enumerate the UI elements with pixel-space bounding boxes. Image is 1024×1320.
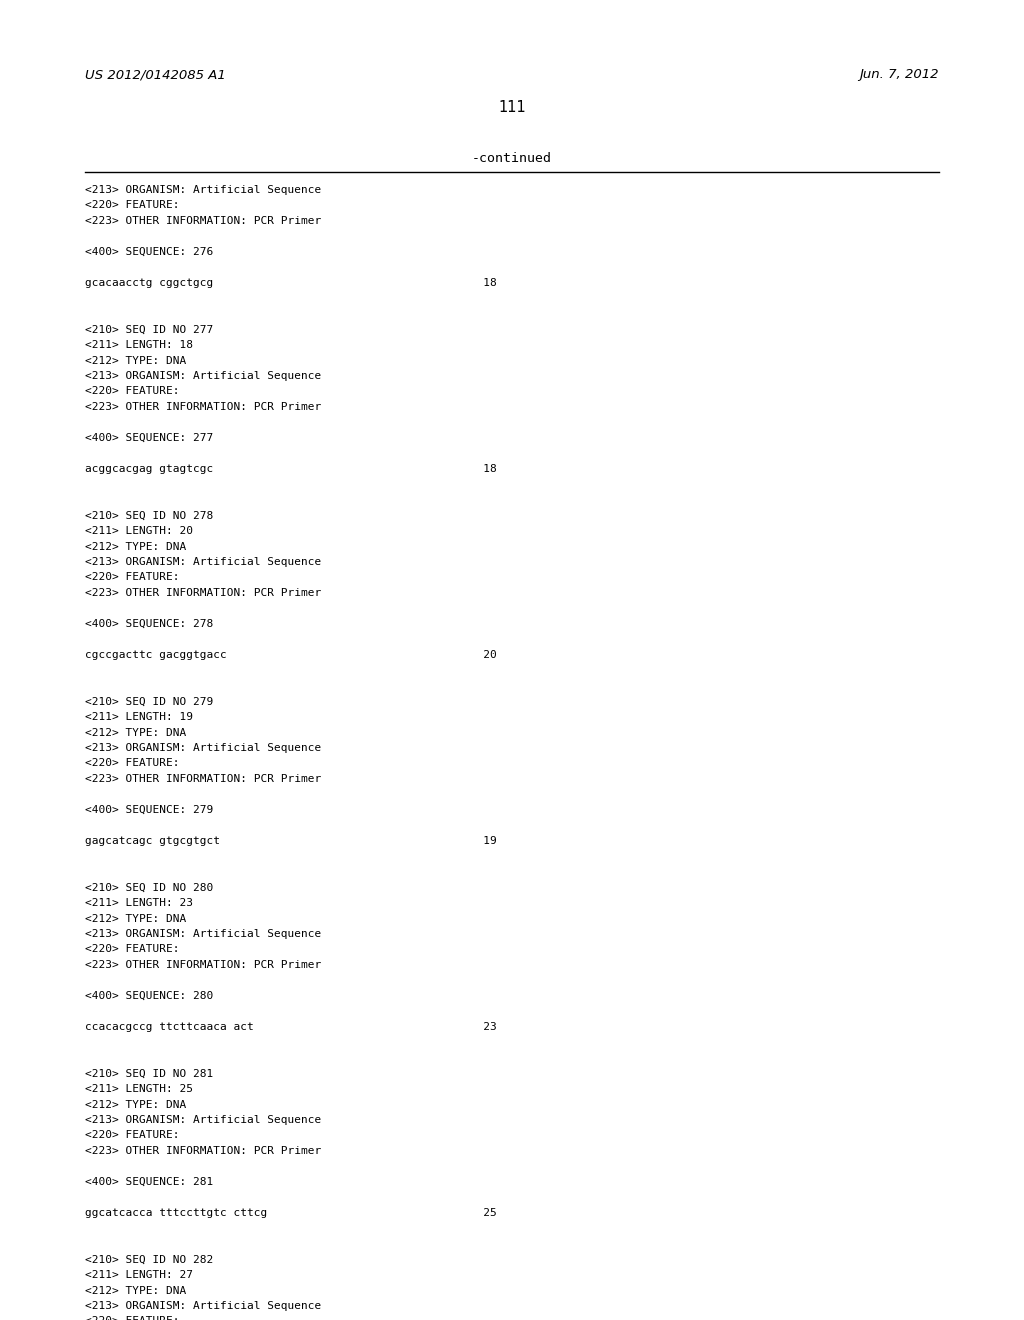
Text: <211> LENGTH: 25: <211> LENGTH: 25 bbox=[85, 1084, 193, 1094]
Text: Jun. 7, 2012: Jun. 7, 2012 bbox=[859, 69, 939, 81]
Text: <211> LENGTH: 18: <211> LENGTH: 18 bbox=[85, 341, 193, 350]
Text: <212> TYPE: DNA: <212> TYPE: DNA bbox=[85, 1286, 186, 1295]
Text: gagcatcagc gtgcgtgct                                       19: gagcatcagc gtgcgtgct 19 bbox=[85, 836, 497, 846]
Text: <211> LENGTH: 19: <211> LENGTH: 19 bbox=[85, 711, 193, 722]
Text: -continued: -continued bbox=[472, 152, 552, 165]
Text: <211> LENGTH: 20: <211> LENGTH: 20 bbox=[85, 525, 193, 536]
Text: <212> TYPE: DNA: <212> TYPE: DNA bbox=[85, 727, 186, 738]
Text: <213> ORGANISM: Artificial Sequence: <213> ORGANISM: Artificial Sequence bbox=[85, 1115, 322, 1125]
Text: <213> ORGANISM: Artificial Sequence: <213> ORGANISM: Artificial Sequence bbox=[85, 371, 322, 381]
Text: <213> ORGANISM: Artificial Sequence: <213> ORGANISM: Artificial Sequence bbox=[85, 557, 322, 568]
Text: <223> OTHER INFORMATION: PCR Primer: <223> OTHER INFORMATION: PCR Primer bbox=[85, 216, 322, 226]
Text: <213> ORGANISM: Artificial Sequence: <213> ORGANISM: Artificial Sequence bbox=[85, 185, 322, 195]
Text: <210> SEQ ID NO 280: <210> SEQ ID NO 280 bbox=[85, 883, 213, 892]
Text: 111: 111 bbox=[498, 100, 526, 115]
Text: ccacacgccg ttcttcaaca act                                  23: ccacacgccg ttcttcaaca act 23 bbox=[85, 1022, 497, 1032]
Text: <223> OTHER INFORMATION: PCR Primer: <223> OTHER INFORMATION: PCR Primer bbox=[85, 1146, 322, 1156]
Text: <213> ORGANISM: Artificial Sequence: <213> ORGANISM: Artificial Sequence bbox=[85, 929, 322, 939]
Text: <211> LENGTH: 27: <211> LENGTH: 27 bbox=[85, 1270, 193, 1280]
Text: <212> TYPE: DNA: <212> TYPE: DNA bbox=[85, 913, 186, 924]
Text: <212> TYPE: DNA: <212> TYPE: DNA bbox=[85, 1100, 186, 1110]
Text: ggcatcacca tttccttgtc cttcg                                25: ggcatcacca tttccttgtc cttcg 25 bbox=[85, 1208, 497, 1218]
Text: <220> FEATURE:: <220> FEATURE: bbox=[85, 759, 179, 768]
Text: <210> SEQ ID NO 279: <210> SEQ ID NO 279 bbox=[85, 697, 213, 706]
Text: <212> TYPE: DNA: <212> TYPE: DNA bbox=[85, 355, 186, 366]
Text: <400> SEQUENCE: 278: <400> SEQUENCE: 278 bbox=[85, 619, 213, 630]
Text: <210> SEQ ID NO 277: <210> SEQ ID NO 277 bbox=[85, 325, 213, 334]
Text: <213> ORGANISM: Artificial Sequence: <213> ORGANISM: Artificial Sequence bbox=[85, 1302, 322, 1311]
Text: cgccgacttc gacggtgacc                                      20: cgccgacttc gacggtgacc 20 bbox=[85, 649, 497, 660]
Text: <223> OTHER INFORMATION: PCR Primer: <223> OTHER INFORMATION: PCR Primer bbox=[85, 774, 322, 784]
Text: acggcacgag gtagtcgc                                        18: acggcacgag gtagtcgc 18 bbox=[85, 465, 497, 474]
Text: <223> OTHER INFORMATION: PCR Primer: <223> OTHER INFORMATION: PCR Primer bbox=[85, 587, 322, 598]
Text: <220> FEATURE:: <220> FEATURE: bbox=[85, 573, 179, 582]
Text: <400> SEQUENCE: 276: <400> SEQUENCE: 276 bbox=[85, 247, 213, 257]
Text: <400> SEQUENCE: 277: <400> SEQUENCE: 277 bbox=[85, 433, 213, 444]
Text: <220> FEATURE:: <220> FEATURE: bbox=[85, 387, 179, 396]
Text: <400> SEQUENCE: 281: <400> SEQUENCE: 281 bbox=[85, 1177, 213, 1187]
Text: <400> SEQUENCE: 279: <400> SEQUENCE: 279 bbox=[85, 805, 213, 814]
Text: <223> OTHER INFORMATION: PCR Primer: <223> OTHER INFORMATION: PCR Primer bbox=[85, 960, 322, 970]
Text: <210> SEQ ID NO 281: <210> SEQ ID NO 281 bbox=[85, 1068, 213, 1078]
Text: <220> FEATURE:: <220> FEATURE: bbox=[85, 201, 179, 210]
Text: <210> SEQ ID NO 278: <210> SEQ ID NO 278 bbox=[85, 511, 213, 520]
Text: <220> FEATURE:: <220> FEATURE: bbox=[85, 1316, 179, 1320]
Text: US 2012/0142085 A1: US 2012/0142085 A1 bbox=[85, 69, 225, 81]
Text: <223> OTHER INFORMATION: PCR Primer: <223> OTHER INFORMATION: PCR Primer bbox=[85, 403, 322, 412]
Text: <220> FEATURE:: <220> FEATURE: bbox=[85, 1130, 179, 1140]
Text: <213> ORGANISM: Artificial Sequence: <213> ORGANISM: Artificial Sequence bbox=[85, 743, 322, 752]
Text: gcacaacctg cggctgcg                                        18: gcacaacctg cggctgcg 18 bbox=[85, 279, 497, 288]
Text: <212> TYPE: DNA: <212> TYPE: DNA bbox=[85, 541, 186, 552]
Text: <400> SEQUENCE: 280: <400> SEQUENCE: 280 bbox=[85, 991, 213, 1001]
Text: <211> LENGTH: 23: <211> LENGTH: 23 bbox=[85, 898, 193, 908]
Text: <210> SEQ ID NO 282: <210> SEQ ID NO 282 bbox=[85, 1254, 213, 1265]
Text: <220> FEATURE:: <220> FEATURE: bbox=[85, 945, 179, 954]
